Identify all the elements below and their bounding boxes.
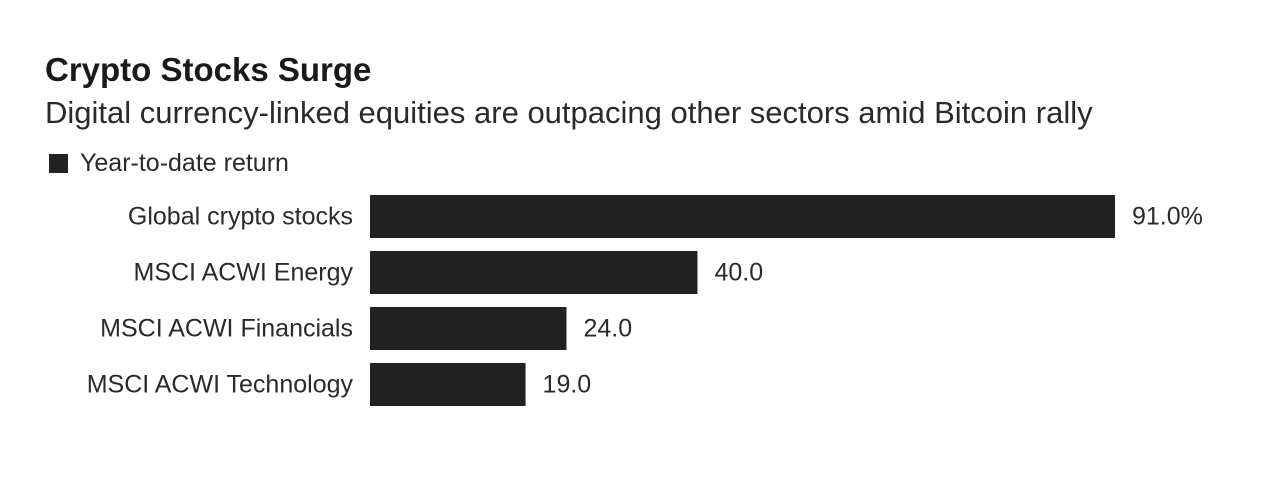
legend-label: Year-to-date return — [80, 148, 289, 177]
value-label: 91.0% — [1132, 203, 1203, 231]
category-label: Global crypto stocks — [128, 203, 353, 231]
legend-swatch — [49, 153, 68, 173]
value-label: 19.0 — [543, 371, 592, 399]
chart-title: Crypto Stocks Surge — [45, 51, 372, 88]
bar — [370, 195, 1115, 238]
bar — [370, 307, 567, 350]
category-label: MSCI ACWI Financials — [100, 315, 353, 343]
category-label: MSCI ACWI Energy — [134, 259, 354, 287]
legend: Year-to-date return — [49, 146, 289, 180]
value-label: 40.0 — [714, 259, 763, 287]
bar — [370, 251, 698, 294]
bar — [370, 363, 526, 406]
value-label: 24.0 — [583, 315, 632, 343]
chart-subtitle: Digital currency-linked equities are out… — [45, 95, 1093, 130]
category-label: MSCI ACWI Technology — [87, 371, 354, 399]
